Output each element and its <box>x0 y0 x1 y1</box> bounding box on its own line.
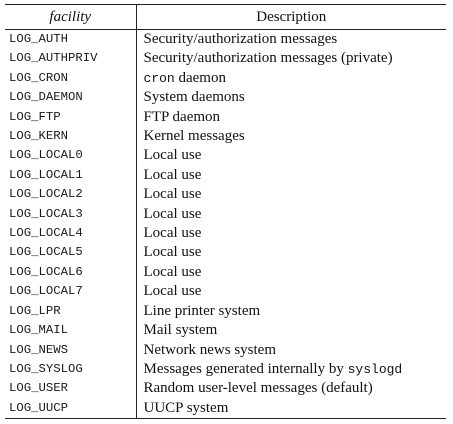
table-row: LOG_NEWS Network news system <box>5 340 446 360</box>
description-cell: Mail system <box>143 322 218 339</box>
table-row: LOG_LOCAL0 Local use <box>5 146 446 166</box>
facility-cell: LOG_LOCAL5 <box>5 243 137 263</box>
table-row: LOG_USER Random user-level messages (def… <box>5 379 446 399</box>
description-cell: Local use <box>143 244 202 261</box>
table-row: LOG_AUTHPRIV Security/authorization mess… <box>5 49 446 69</box>
table-row: LOG_LPR Line printer system <box>5 301 446 322</box>
table-row: LOG_DAEMON System daemons <box>5 88 446 108</box>
description-cell: Line printer system <box>143 302 261 319</box>
header-facility: facility <box>5 5 137 30</box>
facility-cell: LOG_USER <box>5 379 137 399</box>
facility-table-container: facility Description LOG_AUTH Security/a… <box>5 4 446 420</box>
description-cell: cron daemon <box>136 69 446 88</box>
facility-cell: LOG_KERN <box>5 127 137 147</box>
table-row: LOG_LOCAL4 Local use <box>5 224 446 244</box>
table-row: LOG_LOCAL6 Local use <box>5 262 446 283</box>
description-cell: Security/authorization messages (private… <box>143 50 393 67</box>
facility-table: facility Description LOG_AUTH Security/a… <box>5 5 446 419</box>
description-cell: Messages generated internally by syslogd <box>136 360 446 379</box>
description-cell: Local use <box>143 225 202 242</box>
facility-cell: LOG_LOCAL3 <box>5 204 137 225</box>
table-row: LOG_LOCAL5 Local use <box>5 243 446 263</box>
table-row: LOG_LOCAL7 Local use <box>5 282 446 302</box>
description-cell: Network news system <box>143 341 276 358</box>
facility-cell: LOG_LOCAL2 <box>5 185 137 205</box>
facility-cell: LOG_LOCAL0 <box>5 146 137 166</box>
description-cell: Local use <box>143 166 202 183</box>
facility-cell: LOG_LOCAL1 <box>5 165 137 186</box>
facility-cell: LOG_FTP <box>5 107 137 128</box>
table-body: LOG_AUTH Security/authorization messages… <box>5 29 446 419</box>
description-cell: Local use <box>143 205 202 222</box>
description-code: syslogd <box>347 361 403 377</box>
table-row: LOG_LOCAL1 Local use <box>5 165 446 186</box>
description-cell: Security/authorization messages <box>143 31 338 47</box>
facility-cell: LOG_CRON <box>5 68 137 89</box>
table-row: LOG_KERN Kernel messages <box>5 127 446 147</box>
table-row: LOG_FTP FTP daemon <box>5 107 446 128</box>
description-code: cron <box>143 70 175 86</box>
description-cell: Random user-level messages (default) <box>143 380 373 397</box>
facility-cell: LOG_DAEMON <box>5 88 137 108</box>
table-row: LOG_LOCAL2 Local use <box>5 185 446 205</box>
description-cell: UUCP system <box>143 399 229 416</box>
header-description: Description <box>136 5 446 30</box>
description-cell: Local use <box>143 186 202 203</box>
description-cell: Local use <box>143 263 202 280</box>
description-cell: Local use <box>143 147 202 164</box>
description-text: Messages generated internally by <box>143 360 348 377</box>
table-row: LOG_CRON cron daemon <box>5 68 446 89</box>
description-text: daemon <box>174 69 226 86</box>
table-row: LOG_LOCAL3 Local use <box>5 204 446 225</box>
description-cell: System daemons <box>143 89 245 106</box>
table-row: LOG_AUTH Security/authorization messages <box>5 29 446 50</box>
facility-cell: LOG_LPR <box>5 301 137 322</box>
table-row: LOG_MAIL Mail system <box>5 321 446 341</box>
facility-cell: LOG_NEWS <box>5 340 137 360</box>
description-cell: FTP daemon <box>143 108 221 125</box>
facility-cell: LOG_LOCAL6 <box>5 262 137 283</box>
facility-cell: LOG_AUTHPRIV <box>5 49 137 69</box>
table-row: LOG_SYSLOG Messages generated internally… <box>5 359 446 380</box>
description-cell: Local use <box>143 283 202 300</box>
facility-cell: LOG_SYSLOG <box>5 359 137 380</box>
table-row: LOG_UUCP UUCP system <box>5 398 446 419</box>
facility-cell: LOG_LOCAL7 <box>5 282 137 302</box>
description-cell: Kernel messages <box>143 128 245 145</box>
facility-cell: LOG_AUTH <box>5 29 137 50</box>
facility-cell: LOG_LOCAL4 <box>5 224 137 244</box>
facility-cell: LOG_MAIL <box>5 321 137 341</box>
facility-cell: LOG_UUCP <box>5 398 137 419</box>
table-header-row: facility Description <box>5 5 446 30</box>
